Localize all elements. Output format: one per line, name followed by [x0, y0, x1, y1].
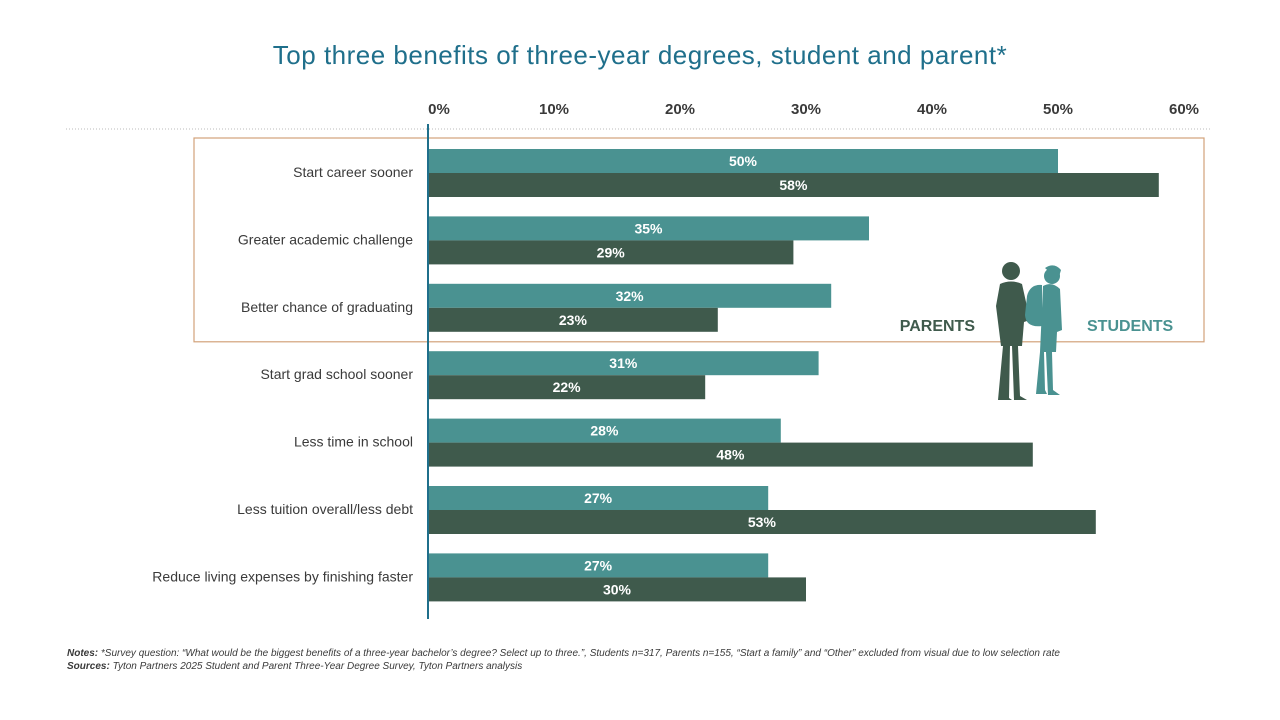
x-axis-ticks: 0% 10% 20% 30% 40% 50% 60%	[428, 101, 1199, 118]
bars: 50% 58% 35% 29% 32% 23% 31% 22% 28% 48% 27% 53% 27% 3…	[428, 149, 1159, 602]
bar-value-label: 32%	[616, 288, 645, 304]
bar-value-label: 23%	[559, 312, 588, 328]
bar-parents	[428, 577, 806, 602]
bar-parents	[428, 442, 1033, 467]
bar-value-label: 29%	[597, 244, 626, 260]
chart-notes: Notes: *Survey question: “What would be …	[67, 647, 1217, 673]
student-silhouette-icon	[1025, 265, 1062, 395]
category-label: Better chance of graduating	[241, 299, 413, 315]
x-tick-label: 20%	[665, 101, 695, 118]
bar-parents	[428, 173, 1159, 197]
sources-line: Sources: Tyton Partners 2025 Student and…	[67, 660, 1217, 673]
bar-parents	[428, 240, 794, 265]
bar-parents	[428, 510, 1096, 534]
bar-students	[428, 216, 869, 241]
x-tick-label: 60%	[1169, 101, 1199, 118]
bar-value-label: 50%	[729, 153, 758, 169]
x-tick-label: 0%	[428, 101, 450, 118]
legend-label-students: STUDENTS	[1087, 318, 1174, 335]
category-label: Less time in school	[294, 434, 413, 450]
legend-label-parents: PARENTS	[900, 318, 976, 335]
bar-value-label: 31%	[609, 355, 638, 371]
bar-parents	[428, 307, 718, 332]
bar-value-label: 30%	[603, 581, 632, 597]
sources-label: Sources:	[67, 661, 110, 672]
notes-line: Notes: *Survey question: “What would be …	[67, 647, 1217, 660]
category-label: Greater academic challenge	[238, 231, 413, 247]
bar-value-label: 35%	[634, 220, 663, 236]
notes-text: *Survey question: “What would be the big…	[98, 648, 1060, 659]
bar-value-label: 28%	[590, 423, 619, 439]
legend: PARENTS STUDENTS	[900, 262, 1174, 400]
bar-value-label: 53%	[748, 514, 777, 530]
bar-value-label: 48%	[716, 447, 745, 463]
parent-silhouette-icon	[996, 262, 1030, 400]
bar-students	[428, 486, 769, 510]
bar-value-label: 27%	[584, 490, 613, 506]
highlight-box	[193, 137, 1205, 343]
category-label: Reduce living expenses by finishing fast…	[152, 568, 413, 584]
bar-students	[428, 553, 769, 578]
bar-students	[428, 418, 781, 443]
x-tick-label: 40%	[917, 101, 947, 118]
notes-label: Notes:	[67, 648, 99, 659]
x-tick-label: 10%	[539, 101, 569, 118]
bar-value-label: 27%	[584, 557, 613, 573]
parent-student-silhouette-icon	[996, 262, 1062, 400]
category-label: Start career sooner	[293, 164, 413, 180]
bar-value-label: 58%	[779, 177, 808, 193]
bar-students	[428, 283, 832, 308]
bar-value-label: 22%	[553, 379, 582, 395]
x-tick-label: 30%	[791, 101, 821, 118]
category-label: Less tuition overall/less debt	[237, 501, 413, 517]
category-label: Start grad school sooner	[260, 366, 413, 382]
category-labels: Start career sooner Greater academic chal…	[152, 164, 413, 584]
bar-students	[428, 351, 819, 376]
sources-text: Tyton Partners 2025 Student and Parent T…	[109, 661, 523, 672]
bar-students	[428, 149, 1058, 173]
bar-parents	[428, 375, 706, 400]
x-tick-label: 50%	[1043, 101, 1073, 118]
chart-title: Top three benefits of three-year degrees…	[272, 40, 1008, 70]
